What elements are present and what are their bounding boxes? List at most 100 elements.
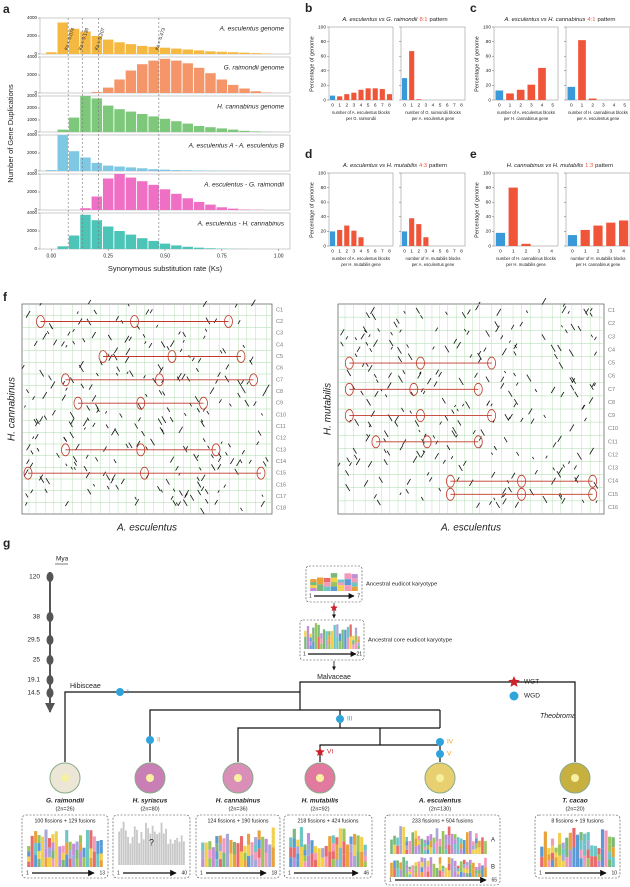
synteny-dot bbox=[201, 474, 206, 482]
synteny-dot bbox=[115, 372, 119, 376]
synteny-dot bbox=[354, 353, 358, 358]
synteny-dot bbox=[346, 369, 352, 377]
species-name: H. syriacus bbox=[133, 798, 168, 805]
synteny-dot bbox=[406, 478, 411, 485]
synteny-dot bbox=[469, 354, 473, 358]
karyotype-segment bbox=[465, 832, 469, 854]
synteny-dot bbox=[480, 429, 485, 436]
karyotype-segment bbox=[344, 585, 351, 591]
karyotype-segment bbox=[349, 844, 353, 852]
synteny-dot bbox=[145, 393, 148, 397]
synteny-dot bbox=[181, 373, 186, 380]
title-end: pattern bbox=[430, 17, 448, 23]
histogram-bar bbox=[114, 79, 125, 93]
histogram-bar bbox=[182, 49, 193, 54]
synteny-dot bbox=[204, 488, 209, 495]
synteny-dot bbox=[477, 352, 482, 360]
row-label: C16 bbox=[276, 482, 286, 488]
x-axis-title: per H. mutabilis gene bbox=[341, 262, 381, 267]
time-label: 19.1 bbox=[27, 677, 40, 684]
y-tick-label: 100 bbox=[318, 170, 326, 176]
x-tick-label: 2 bbox=[519, 102, 522, 108]
karyotype-segment bbox=[597, 860, 601, 867]
synteny-dot bbox=[585, 308, 590, 314]
synteny-dot bbox=[451, 409, 455, 414]
karyotype-segment bbox=[408, 866, 412, 870]
karyotype-segment bbox=[122, 821, 125, 865]
karyotype-segment bbox=[314, 623, 318, 649]
histogram-bar bbox=[250, 53, 262, 54]
synteny-dot bbox=[543, 414, 546, 418]
karyotype-segment bbox=[331, 835, 335, 844]
row-label: C5 bbox=[276, 354, 283, 360]
karyotype-segment bbox=[405, 849, 408, 854]
synteny-dot bbox=[96, 407, 100, 412]
legend-label: WGD bbox=[524, 693, 540, 700]
x-tick-label: 5 bbox=[623, 102, 626, 108]
y-tick-label: 20 bbox=[321, 229, 327, 235]
karyotype-segment bbox=[405, 860, 408, 865]
histogram-bar bbox=[125, 111, 137, 132]
karyotype-segment bbox=[140, 832, 143, 865]
karyotype-segment bbox=[211, 857, 215, 867]
synteny-dot bbox=[340, 341, 344, 347]
histogram-bar bbox=[159, 47, 171, 54]
synteny-dot bbox=[526, 374, 532, 382]
synteny-dot bbox=[166, 345, 170, 351]
synteny-dot bbox=[457, 420, 462, 426]
y-tick-label: 2000 bbox=[27, 189, 38, 194]
x-tick-label: 1 bbox=[509, 102, 512, 108]
bar bbox=[516, 89, 525, 100]
karyotype-segment bbox=[472, 849, 475, 854]
karyotype-segment bbox=[414, 865, 418, 870]
synteny-dot bbox=[352, 447, 357, 454]
row-label: C7 bbox=[608, 387, 615, 393]
karyotype-segment bbox=[456, 837, 460, 854]
row-label: C8 bbox=[276, 389, 283, 395]
karyotype-segment bbox=[465, 869, 469, 874]
karyotype-segment bbox=[453, 866, 457, 872]
histogram-bar bbox=[250, 131, 262, 132]
karyotype-segment bbox=[354, 627, 358, 635]
bar bbox=[495, 232, 506, 246]
ancestral-label: Ancestral core eudicot karyotype bbox=[368, 638, 452, 644]
karyotype-segment bbox=[292, 857, 296, 867]
row-label: C6 bbox=[608, 374, 615, 380]
karyotype-segment bbox=[423, 843, 427, 847]
synteny-dot bbox=[444, 415, 449, 421]
karyotype-segment bbox=[296, 853, 300, 861]
karyotype-segment bbox=[484, 867, 487, 877]
synteny-dot bbox=[241, 449, 245, 455]
karyotype-segment bbox=[85, 830, 89, 867]
synteny-dot bbox=[383, 438, 386, 442]
karyotype-segment bbox=[547, 854, 551, 861]
bar bbox=[344, 94, 350, 100]
karyotype-segment bbox=[162, 833, 165, 865]
y-tick-label: 0 bbox=[323, 97, 326, 103]
karyotype-segment bbox=[420, 838, 424, 854]
x-tick-label: 2 bbox=[591, 102, 594, 108]
histogram-bar bbox=[102, 39, 114, 54]
synteny-dot bbox=[200, 486, 205, 492]
histogram-bar bbox=[205, 248, 216, 249]
x-tick-label: 0 bbox=[570, 102, 573, 108]
y-tick-label: 100 bbox=[483, 170, 491, 176]
x-tick-label: 2 bbox=[417, 248, 420, 254]
karyotype-segment bbox=[304, 642, 307, 649]
synteny-dot bbox=[48, 322, 54, 330]
karyotype-segment bbox=[417, 844, 421, 850]
legend-circle bbox=[509, 691, 519, 701]
karyotype-segment bbox=[393, 835, 396, 845]
karyotype-segment bbox=[153, 831, 156, 865]
bar bbox=[495, 90, 504, 100]
synteny-dot bbox=[145, 309, 150, 315]
karyotype-segment bbox=[475, 848, 478, 854]
y-tick-label: 3000 bbox=[27, 93, 38, 98]
karyotype-segment bbox=[414, 838, 418, 847]
panel-label: g bbox=[3, 536, 10, 550]
karyotype-segment bbox=[583, 833, 587, 845]
karyotype-segment bbox=[423, 858, 427, 868]
karyotype-segment bbox=[441, 868, 445, 872]
karyotype-segment bbox=[554, 852, 558, 858]
